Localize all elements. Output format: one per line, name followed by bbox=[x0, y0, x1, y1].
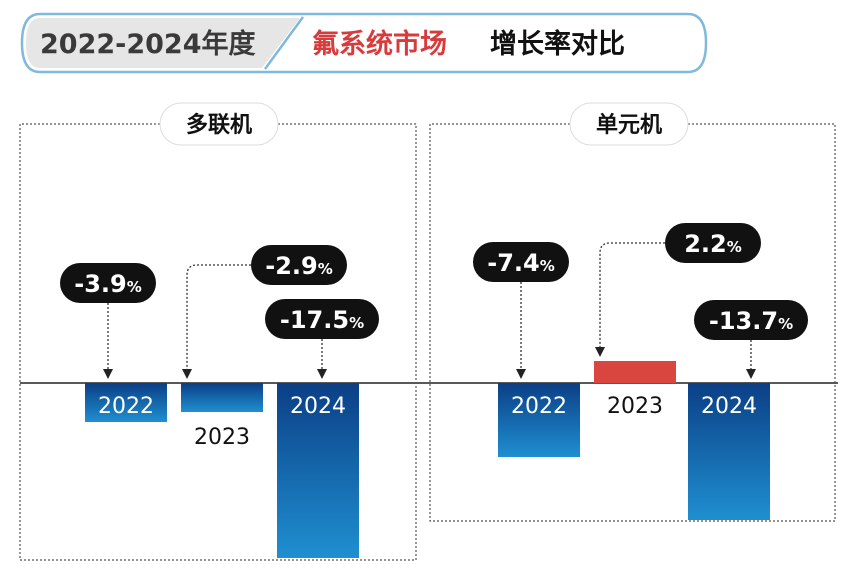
callout-percent: % bbox=[727, 238, 742, 256]
callout-pill bbox=[473, 242, 569, 282]
callout-percent: % bbox=[349, 314, 364, 332]
category-label: 2024 bbox=[290, 394, 346, 419]
title-banner: 2022-2024年度 氟系统市场 增长率对比 bbox=[20, 12, 708, 74]
panel-title: 多联机 bbox=[186, 112, 252, 138]
callout-arrow bbox=[595, 347, 605, 357]
banner-range: 2022-2024年度 bbox=[40, 28, 256, 60]
panel-2: 单元机 2022 -7.4% 2023 2.2% 2024 -13.7% bbox=[429, 102, 836, 522]
panel-title-pill bbox=[159, 102, 279, 146]
callout-number: -17.5 bbox=[280, 306, 349, 334]
callout-number: -7.4 bbox=[487, 249, 539, 277]
callout-label: -2.9% bbox=[265, 252, 333, 280]
banner-rest: 增长率对比 bbox=[490, 28, 625, 60]
callout-percent: % bbox=[318, 260, 333, 278]
callout-number: -2.9 bbox=[265, 252, 317, 280]
banner-left-panel bbox=[26, 18, 300, 68]
callout-number: -13.7 bbox=[709, 307, 778, 335]
callout-percent: % bbox=[540, 257, 555, 275]
panel-title: 单元机 bbox=[596, 113, 662, 138]
callout-connector bbox=[599, 242, 665, 349]
callout-label: -13.7% bbox=[709, 307, 793, 335]
callout-arrow bbox=[182, 369, 192, 379]
callout-label: -17.5% bbox=[280, 306, 364, 334]
callout-pill bbox=[694, 300, 808, 340]
banner-highlight: 氟系统市场 bbox=[312, 28, 447, 60]
bar-2023 bbox=[181, 383, 263, 412]
callout-arrow bbox=[516, 369, 526, 379]
callout-connector bbox=[186, 264, 251, 371]
callout-number: -3.9 bbox=[74, 270, 126, 298]
category-label: 2023 bbox=[194, 425, 250, 450]
callout-pill bbox=[251, 245, 347, 285]
bar-2022 bbox=[85, 383, 167, 422]
category-label: 2024 bbox=[701, 394, 757, 419]
callout-arrow bbox=[317, 369, 327, 379]
panel-frame bbox=[19, 123, 417, 561]
callout-label: -7.4% bbox=[487, 249, 555, 277]
category-label: 2023 bbox=[607, 394, 663, 419]
callout-pill bbox=[60, 263, 156, 303]
callout-percent: % bbox=[127, 278, 142, 296]
bar-2023 bbox=[594, 361, 676, 383]
callout-pill bbox=[265, 299, 379, 339]
callout-arrow bbox=[103, 369, 113, 379]
category-label: 2022 bbox=[98, 394, 154, 419]
callout-number: 2.2 bbox=[684, 230, 727, 258]
bar-2024 bbox=[277, 383, 359, 558]
bar-2024 bbox=[688, 383, 770, 520]
callout-arrow bbox=[746, 369, 756, 379]
category-label: 2022 bbox=[511, 394, 567, 419]
banner-slash bbox=[263, 16, 305, 70]
bar-2022 bbox=[498, 383, 580, 457]
callout-percent: % bbox=[778, 315, 793, 333]
panel-title-pill bbox=[569, 102, 689, 146]
callout-pill bbox=[665, 223, 761, 263]
callout-label: 2.2% bbox=[684, 230, 742, 258]
callout-label: -3.9% bbox=[74, 270, 142, 298]
panel-frame bbox=[429, 123, 836, 522]
panel-1: 多联机 2022 -3.9% 2023 -2.9% 2024 -17.5% bbox=[19, 102, 417, 561]
